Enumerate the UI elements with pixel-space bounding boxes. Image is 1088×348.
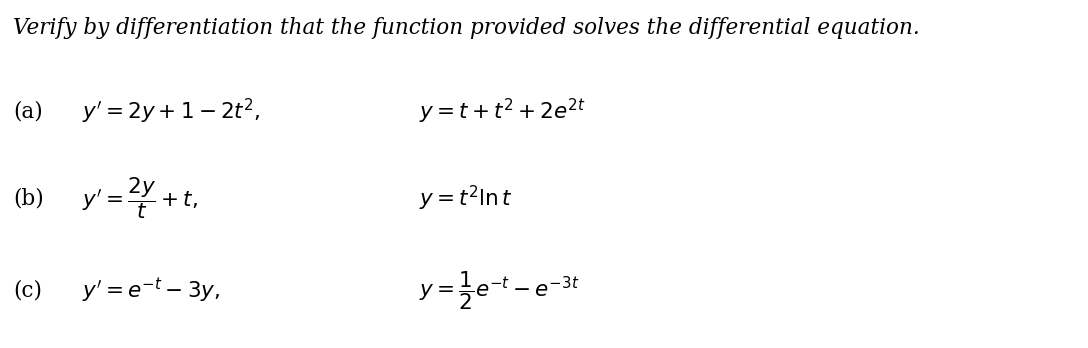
Text: $y = t + t^2 + 2e^{2t}$: $y = t + t^2 + 2e^{2t}$ <box>419 97 585 126</box>
Text: (b): (b) <box>13 187 44 209</box>
Text: $y' = e^{-t} - 3y,$: $y' = e^{-t} - 3y,$ <box>82 276 220 305</box>
Text: $y' = 2y + 1 - 2t^2,$: $y' = 2y + 1 - 2t^2,$ <box>82 97 260 126</box>
Text: (a): (a) <box>13 100 42 122</box>
Text: Verify by differentiation that the function provided solves the differential equ: Verify by differentiation that the funct… <box>13 17 919 39</box>
Text: $y = t^2 \ln t$: $y = t^2 \ln t$ <box>419 184 512 213</box>
Text: $y' = \dfrac{2y}{t} + t,$: $y' = \dfrac{2y}{t} + t,$ <box>82 175 198 221</box>
Text: (c): (c) <box>13 279 42 302</box>
Text: $y = \dfrac{1}{2}e^{-t} - e^{-3t}$: $y = \dfrac{1}{2}e^{-t} - e^{-3t}$ <box>419 269 579 312</box>
